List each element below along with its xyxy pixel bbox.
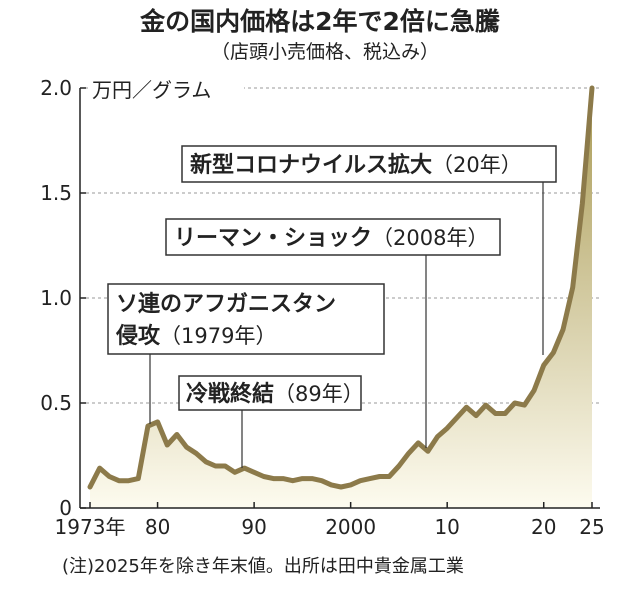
area-layer [87, 85, 595, 508]
annotation-afghanistan-year: （1979年） [160, 324, 276, 348]
x-tick-label-2: 90 [241, 515, 266, 539]
annotation-box-lehman [165, 218, 501, 256]
annotation-covid-year: （20年） [432, 153, 522, 177]
annotation-lehman-year: （2008年） [372, 226, 488, 250]
annotation-coldwar-strong: 冷戦終結 [186, 381, 274, 407]
annotation-covid-strong: 新型コロナウイルス拡大 [190, 152, 432, 178]
chart-note: (注)2025年を除き年末値。出所は田中貴金属工業 [62, 556, 464, 577]
x-tick-label-0: 1973年 [55, 515, 126, 539]
x-ticks: 1973年 80 90 2000 10 20 25 [55, 502, 605, 539]
x-tick-label-3: 2000 [325, 515, 376, 539]
annotation-afghanistan-line2: 侵攻（1979年） [115, 323, 276, 349]
y-tick-label-1: 0.5 [40, 391, 72, 415]
annotation-coldwar-text: 冷戦終結（89年） [186, 381, 364, 407]
data-points [89, 87, 593, 488]
x-tick-label-6: 25 [579, 515, 604, 539]
y-ticks: 0 0.5 1.0 1.5 2.0 [40, 76, 86, 520]
annotation-box-coldwar [178, 375, 362, 411]
unit-label-bg [88, 76, 244, 102]
y-tick-label-3: 1.5 [40, 181, 72, 205]
annotation-covid-text: 新型コロナウイルス拡大（20年） [190, 152, 522, 178]
x-tick-label-4: 10 [434, 515, 459, 539]
x-tick-label-5: 20 [531, 515, 556, 539]
y-tick-label-0: 0 [59, 496, 72, 520]
y-tick-label-4: 2.0 [40, 76, 72, 100]
price-area-fill [90, 88, 592, 508]
annotation-afghanistan-strong2: 侵攻 [115, 323, 161, 349]
annotations: ソ連のアフガニスタン 侵攻（1979年） 冷戦終結（89年） リーマン・ショック… [107, 145, 557, 468]
annotation-box-afghanistan [107, 283, 385, 355]
x-tick-label-1: 80 [145, 515, 170, 539]
annotation-box-covid [181, 145, 557, 183]
y-tick-label-2: 1.0 [40, 286, 72, 310]
annotation-coldwar-year: （89年） [274, 382, 364, 406]
annotation-lehman-strong: リーマン・ショック [174, 226, 372, 251]
annotation-lehman-text: リーマン・ショック（2008年） [174, 226, 488, 251]
chart-title: 金の国内価格は2年で2倍に急騰 [139, 7, 501, 36]
chart-subtitle: （店頭小売価格、税込み） [211, 41, 439, 63]
annotation-afghanistan-line1: ソ連のアフガニスタン [116, 292, 336, 317]
y-axis-unit-label: 万円／グラム [92, 78, 211, 102]
